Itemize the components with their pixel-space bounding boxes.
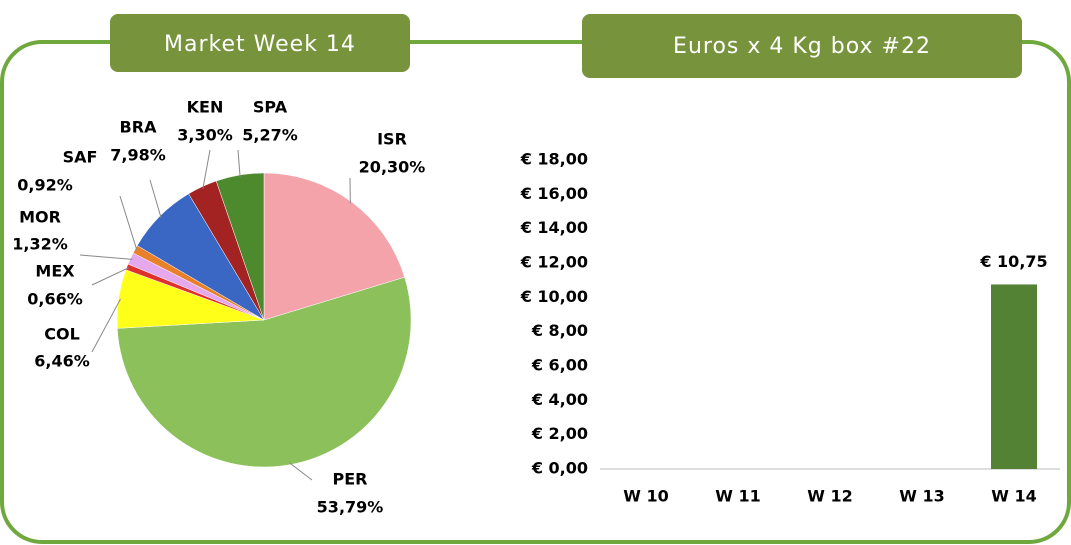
- y-tick-label: € 10,00: [520, 287, 588, 306]
- slice-value-label: 53,79%: [317, 498, 384, 517]
- slice-value-label: 0,66%: [27, 290, 83, 309]
- slice-label: MOR: [19, 208, 61, 227]
- slice-label: SAF: [63, 148, 98, 167]
- x-tick-label: W 10: [623, 487, 668, 506]
- x-tick-label: W 13: [899, 487, 944, 506]
- slice-value-label: 3,30%: [177, 126, 233, 145]
- title-tab: [582, 14, 1022, 78]
- y-tick-label: € 16,00: [520, 184, 588, 203]
- x-tick-label: W 14: [991, 487, 1036, 506]
- y-tick-label: € 6,00: [531, 356, 588, 375]
- slice-label: ISR: [377, 130, 407, 149]
- slice-value-label: 7,98%: [110, 146, 166, 165]
- slice-label: PER: [333, 470, 368, 489]
- leader-line: [91, 267, 129, 286]
- chart-title: Market Week 14: [164, 32, 356, 57]
- leader-line: [289, 462, 313, 481]
- leader-line: [119, 195, 138, 251]
- y-tick-label: € 12,00: [520, 253, 588, 272]
- slice-label: SPA: [253, 98, 288, 117]
- y-tick-label: € 2,00: [531, 424, 588, 443]
- slice-value-label: 1,32%: [12, 235, 68, 254]
- slice-label: MEX: [35, 262, 75, 281]
- leader-line: [149, 179, 162, 218]
- y-tick-label: € 0,00: [531, 459, 588, 478]
- y-tick-label: € 8,00: [531, 321, 588, 340]
- leader-line: [91, 298, 121, 353]
- pie-slice: [116, 276, 412, 468]
- leader-line: [202, 149, 211, 189]
- x-tick-label: W 12: [807, 487, 852, 506]
- title-tab: [110, 14, 410, 72]
- chart-title: Euros x 4 Kg box #22: [673, 34, 931, 59]
- slice-label: BRA: [120, 118, 158, 137]
- slice-value-label: 0,92%: [17, 176, 73, 195]
- y-tick-label: € 18,00: [520, 150, 588, 169]
- leader-line: [79, 254, 133, 260]
- slice-value-label: 20,30%: [359, 158, 426, 177]
- y-tick-label: € 4,00: [531, 390, 588, 409]
- y-tick-label: € 14,00: [520, 218, 588, 237]
- x-tick-label: W 11: [715, 487, 760, 506]
- slice-label: COL: [44, 325, 80, 344]
- leader-line: [237, 149, 241, 178]
- bar-value-label: € 10,75: [979, 252, 1047, 271]
- slice-value-label: 6,46%: [34, 352, 90, 371]
- slice-value-label: 5,27%: [242, 126, 298, 145]
- slice-label: KEN: [187, 98, 224, 117]
- pie-slice: [263, 172, 405, 321]
- bar: [991, 284, 1037, 469]
